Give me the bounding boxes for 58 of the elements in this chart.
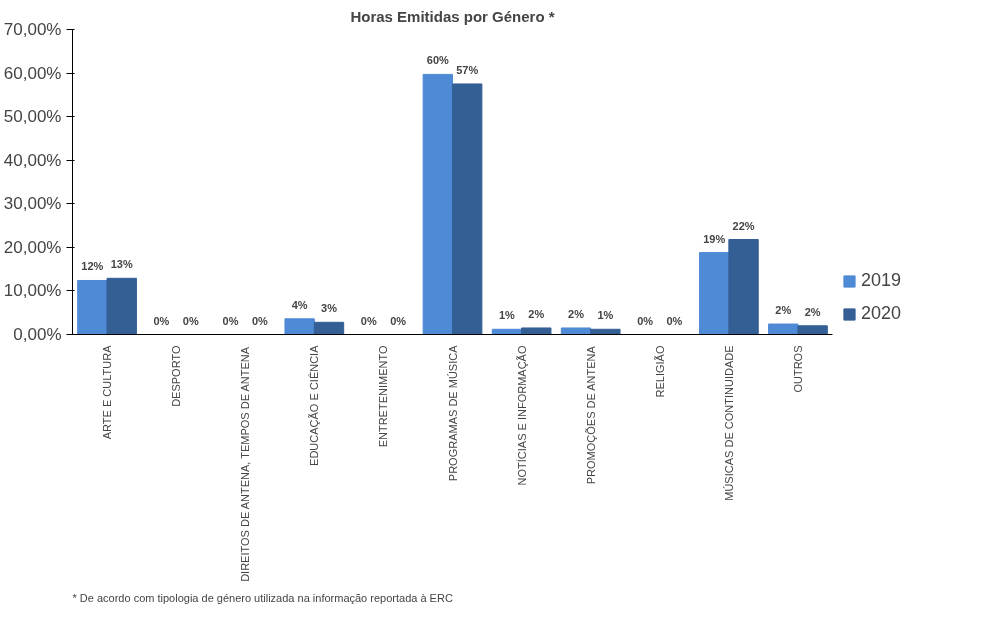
data-label: 22%	[732, 219, 755, 232]
x-tick-label: PROMOÇÕES DE ANTENA	[584, 345, 597, 485]
data-label: 0%	[390, 314, 407, 327]
y-tick-label: 10,00%	[3, 281, 62, 301]
x-tick-label: NOTÍCIAS E INFORMAÇÃO	[515, 345, 528, 486]
data-label: 3%	[321, 302, 338, 315]
x-tick-label: MÚSICAS DE CONTINUIDADE	[722, 345, 735, 501]
bar	[768, 323, 799, 335]
data-label: 2%	[568, 307, 585, 320]
y-tick-label: 0,00%	[13, 325, 62, 344]
data-label: 60%	[426, 54, 450, 67]
data-label: 1%	[498, 309, 516, 322]
data-label: 13%	[110, 258, 133, 271]
data-label: 0%	[222, 314, 239, 327]
bar	[699, 252, 730, 335]
x-tick-label: ENTRETENIMENTO	[377, 345, 390, 448]
bar	[590, 328, 621, 335]
bar	[422, 73, 453, 335]
bar	[560, 327, 592, 335]
y-tick-label: 60,00%	[3, 63, 62, 83]
bar	[313, 321, 345, 335]
y-tick-label: 70,00%	[3, 20, 62, 39]
legend-label: 2019	[861, 270, 902, 291]
bar	[521, 327, 552, 335]
x-tick-label: EDUCAÇÃO E CIÊNCIA	[308, 344, 321, 466]
data-label: 12%	[81, 260, 104, 273]
data-label: 0%	[251, 314, 269, 327]
data-label: 0%	[153, 314, 170, 327]
legend-label: 2020	[861, 303, 902, 324]
x-tick-label: PROGRAMAS DE MÚSICA	[446, 344, 459, 482]
chart-title: Horas Emitidas por Género *	[350, 7, 555, 25]
data-label: 2%	[804, 305, 821, 318]
bar	[728, 239, 759, 335]
data-label: 19%	[703, 232, 726, 245]
y-tick-label: 40,00%	[3, 150, 62, 170]
data-label: 0%	[666, 314, 683, 327]
data-label: 57%	[456, 63, 479, 76]
data-label: 0%	[360, 314, 377, 327]
bar	[106, 277, 137, 335]
x-tick-label: OUTROS	[791, 345, 804, 393]
bar	[284, 318, 315, 335]
data-label: 4%	[291, 298, 308, 311]
data-label: 2%	[528, 307, 545, 320]
y-tick-label: 50,00%	[3, 107, 62, 127]
y-tick-label: 30,00%	[3, 194, 62, 214]
data-label: 0%	[182, 314, 199, 327]
bar	[797, 325, 828, 335]
text: * De acordo com tipologia de género utilizada na informação reportada à ERC	[72, 591, 453, 604]
x-tick-label: DIREITOS DE ANTENA, TEMPOS DE ANTENA	[239, 346, 252, 582]
bar	[77, 279, 108, 335]
x-tick-label: DESPORTO	[170, 345, 183, 407]
x-tick-label: RELIGIÃO	[653, 345, 666, 398]
data-label: 1%	[597, 309, 614, 322]
data-label: 2%	[775, 304, 792, 317]
bar	[452, 83, 483, 335]
x-tick-label: ARTE E CULTURA	[101, 344, 114, 440]
data-label: 0%	[637, 314, 654, 327]
y-tick-label: 20,00%	[3, 237, 62, 257]
